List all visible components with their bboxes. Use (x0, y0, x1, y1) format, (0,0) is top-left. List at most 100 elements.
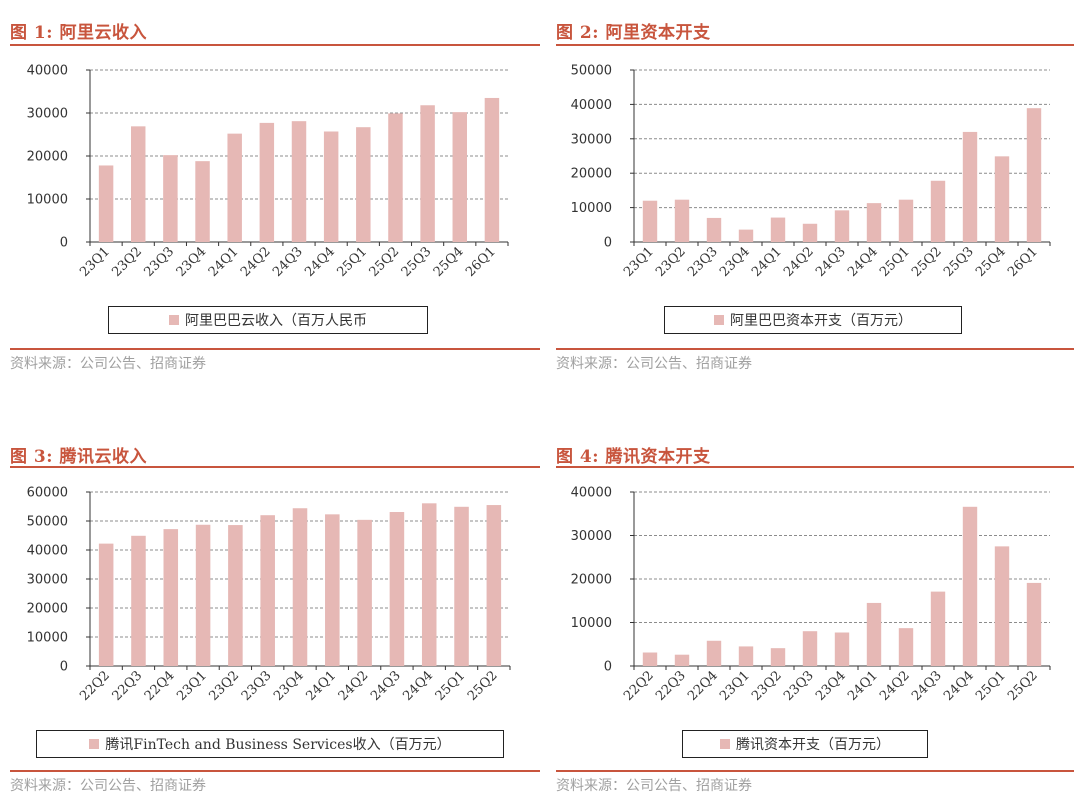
x-tick-label: 22Q3 (653, 668, 689, 704)
title-rule (10, 466, 540, 468)
bar (674, 199, 690, 242)
y-tick-label: 30000 (27, 573, 68, 588)
x-tick-label: 23Q3 (142, 244, 178, 280)
x-tick-label: 25Q1 (334, 244, 370, 280)
x-tick-label: 24Q1 (845, 668, 881, 704)
bar (421, 503, 437, 666)
chart-title: 图 1: 阿里云收入 (10, 23, 147, 43)
x-tick-label: 26Q1 (463, 244, 499, 280)
bar (738, 646, 754, 666)
x-tick-label: 25Q3 (399, 244, 435, 280)
legend-swatch (89, 739, 100, 749)
x-tick-label: 24Q1 (749, 244, 785, 280)
y-tick-label: 20000 (27, 150, 68, 165)
x-tick-label: 24Q3 (270, 244, 306, 280)
y-tick-label: 50000 (27, 515, 68, 530)
bar (356, 127, 371, 242)
chart-title: 图 4: 腾讯资本开支 (556, 447, 711, 467)
legend-label: 腾讯FinTech and Business Services收入（百万元） (105, 737, 451, 753)
x-tick-label: 26Q1 (1005, 244, 1041, 280)
bar (420, 105, 435, 242)
y-tick-label: 10000 (27, 631, 68, 646)
bar (866, 602, 882, 666)
x-tick-label: 22Q2 (77, 668, 113, 704)
bar (738, 229, 754, 242)
y-tick-label: 30000 (571, 529, 612, 544)
bar (930, 180, 946, 242)
x-tick-label: 24Q3 (909, 668, 945, 704)
y-tick-label: 0 (60, 236, 68, 251)
x-tick-label: 22Q4 (685, 668, 721, 704)
bar (259, 122, 275, 242)
chart-legend: 腾讯资本开支（百万元） (682, 730, 928, 758)
bar (260, 515, 275, 666)
x-tick-label: 23Q1 (77, 244, 113, 280)
y-tick-label: 10000 (27, 193, 68, 208)
bar (292, 508, 308, 666)
x-tick-label: 25Q2 (367, 244, 403, 280)
bar (642, 652, 658, 666)
legend-label: 阿里巴巴资本开支（百万元） (730, 313, 912, 329)
x-tick-label: 25Q3 (941, 244, 977, 280)
y-tick-label: 0 (60, 660, 68, 675)
bar (130, 126, 146, 242)
x-tick-label: 25Q2 (1005, 668, 1041, 704)
source-note: 资料来源：公司公告、招商证券 (10, 778, 206, 794)
bar (227, 133, 242, 242)
x-tick-label: 23Q2 (749, 668, 785, 704)
x-tick-label: 24Q3 (813, 244, 849, 280)
chart-legend: 阿里巴巴云收入（百万人民币 (108, 306, 428, 334)
x-tick-label: 25Q1 (973, 668, 1009, 704)
bar (163, 529, 179, 666)
x-tick-label: 23Q3 (239, 668, 275, 704)
y-tick-label: 20000 (571, 573, 612, 588)
x-tick-label: 24Q4 (941, 668, 977, 704)
bottom-rule (556, 770, 1074, 772)
y-tick-label: 20000 (27, 602, 68, 617)
bar (962, 506, 978, 666)
chart-legend: 腾讯FinTech and Business Services收入（百万元） (36, 730, 504, 758)
bar-chart-alibaba-cloud-revenue: 01000020000300004000023Q123Q223Q323Q424Q… (27, 64, 509, 280)
y-tick-label: 0 (604, 660, 612, 675)
title-rule (10, 44, 540, 46)
x-tick-label: 23Q4 (717, 244, 753, 280)
bar (323, 131, 339, 242)
source-note: 资料来源：公司公告、招商证券 (556, 778, 752, 794)
bar (962, 131, 978, 242)
chart-panel-1: 图 1: 阿里云收入 (10, 18, 1075, 378)
x-tick-label: 24Q4 (400, 668, 436, 704)
title-rule (556, 466, 1074, 468)
x-tick-label: 23Q2 (653, 244, 689, 280)
source-note: 资料来源：公司公告、招商证券 (556, 356, 752, 372)
y-tick-label: 40000 (571, 486, 612, 501)
x-tick-label: 25Q2 (909, 244, 945, 280)
chart-title: 图 2: 阿里资本开支 (556, 23, 711, 43)
bar (994, 156, 1010, 242)
bar (994, 546, 1010, 666)
legend-label: 腾讯资本开支（百万元） (736, 737, 890, 753)
x-tick-label: 24Q4 (302, 244, 338, 280)
x-tick-label: 24Q2 (238, 244, 274, 280)
x-tick-label: 22Q4 (142, 668, 178, 704)
bar (454, 506, 469, 666)
y-tick-label: 40000 (571, 98, 612, 113)
bar (484, 97, 500, 242)
bar (706, 217, 722, 242)
bar (898, 628, 914, 666)
y-tick-label: 60000 (27, 486, 68, 501)
bar (706, 640, 722, 666)
bar (389, 512, 405, 666)
bar (195, 161, 210, 242)
bar (930, 591, 946, 666)
x-tick-label: 25Q4 (431, 244, 467, 280)
bar (486, 505, 502, 666)
bar (357, 519, 372, 666)
x-tick-label: 24Q2 (336, 668, 372, 704)
y-tick-label: 40000 (27, 64, 68, 79)
bar (163, 155, 178, 242)
bar (802, 223, 818, 242)
bar (642, 200, 658, 242)
legend-swatch (169, 315, 179, 325)
x-tick-label: 23Q4 (174, 244, 210, 280)
